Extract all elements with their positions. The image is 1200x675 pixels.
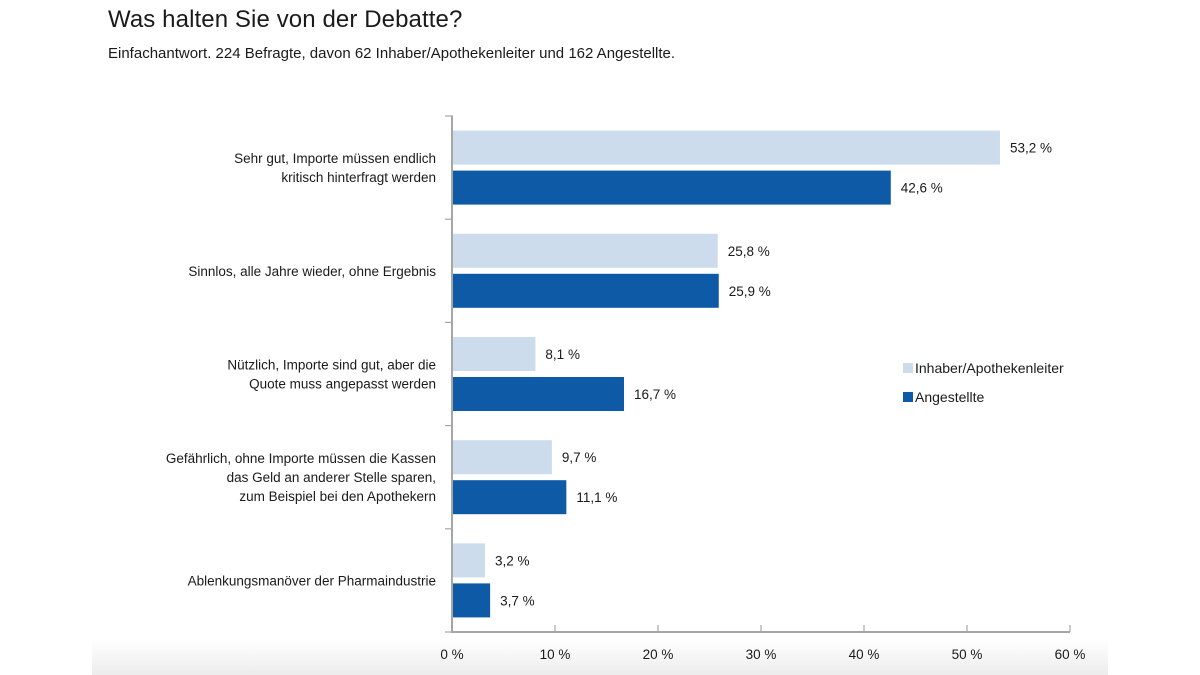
x-tick-label: 30 % <box>746 647 777 662</box>
bar-inhaber <box>453 337 536 371</box>
bar-value-label: 8,1 % <box>545 347 580 362</box>
bar-value-label: 3,7 % <box>500 593 535 608</box>
bar-angestellte <box>453 377 625 411</box>
bar-value-label: 16,7 % <box>634 387 676 402</box>
bar-inhaber <box>453 440 552 475</box>
x-tick-label: 0 % <box>440 647 463 662</box>
bar-inhaber <box>453 233 718 268</box>
category-label: kritisch hinterfragt werden <box>281 170 436 185</box>
footer-gradient <box>92 640 1108 675</box>
bar-value-label: 9,7 % <box>562 450 597 465</box>
legend-label: Inhaber/Apothekenleiter <box>915 360 1064 376</box>
x-tick-label: 10 % <box>540 647 571 662</box>
category-label: Ablenkungsmanöver der Pharmaindustrie <box>188 573 436 588</box>
x-tick-label: 50 % <box>952 647 983 662</box>
chart-title: Was halten Sie von der Debatte? <box>108 6 463 33</box>
bar-angestellte <box>453 583 491 618</box>
bar-angestellte <box>453 273 719 308</box>
x-tick-label: 40 % <box>849 647 880 662</box>
x-tick-label: 60 % <box>1055 647 1086 662</box>
category-label: Quote muss angepasst werden <box>249 377 436 392</box>
chart-subtitle: Einfachantwort. 224 Befragte, davon 62 I… <box>108 45 676 62</box>
legend-label: Angestellte <box>915 389 984 405</box>
category-label: Sinnlos, alle Jahre wieder, ohne Ergebni… <box>188 264 436 279</box>
category-label: zum Beispiel bei den Apothekern <box>239 489 436 504</box>
bar-angestellte <box>453 480 567 515</box>
x-tick-label: 20 % <box>643 647 674 662</box>
bar-value-label: 25,8 % <box>728 244 770 259</box>
legend-swatch <box>903 363 913 373</box>
category-label: das Geld an anderer Stelle sparen, <box>227 470 436 485</box>
bar-inhaber <box>453 543 485 578</box>
bar-angestellte <box>453 170 891 205</box>
bar-value-label: 11,1 % <box>576 490 617 505</box>
bar-value-label: 42,6 % <box>901 181 943 196</box>
category-label: Sehr gut, Importe müssen endlich <box>234 151 436 166</box>
legend-swatch <box>903 392 913 402</box>
bar-inhaber <box>453 130 1000 165</box>
category-label: Gefährlich, ohne Importe müssen die Kass… <box>166 451 436 466</box>
category-label: Nützlich, Importe sind gut, aber die <box>227 358 436 373</box>
bar-value-label: 53,2 % <box>1010 141 1052 156</box>
bar-value-label: 3,2 % <box>495 553 530 568</box>
bar-value-label: 25,9 % <box>729 284 771 299</box>
